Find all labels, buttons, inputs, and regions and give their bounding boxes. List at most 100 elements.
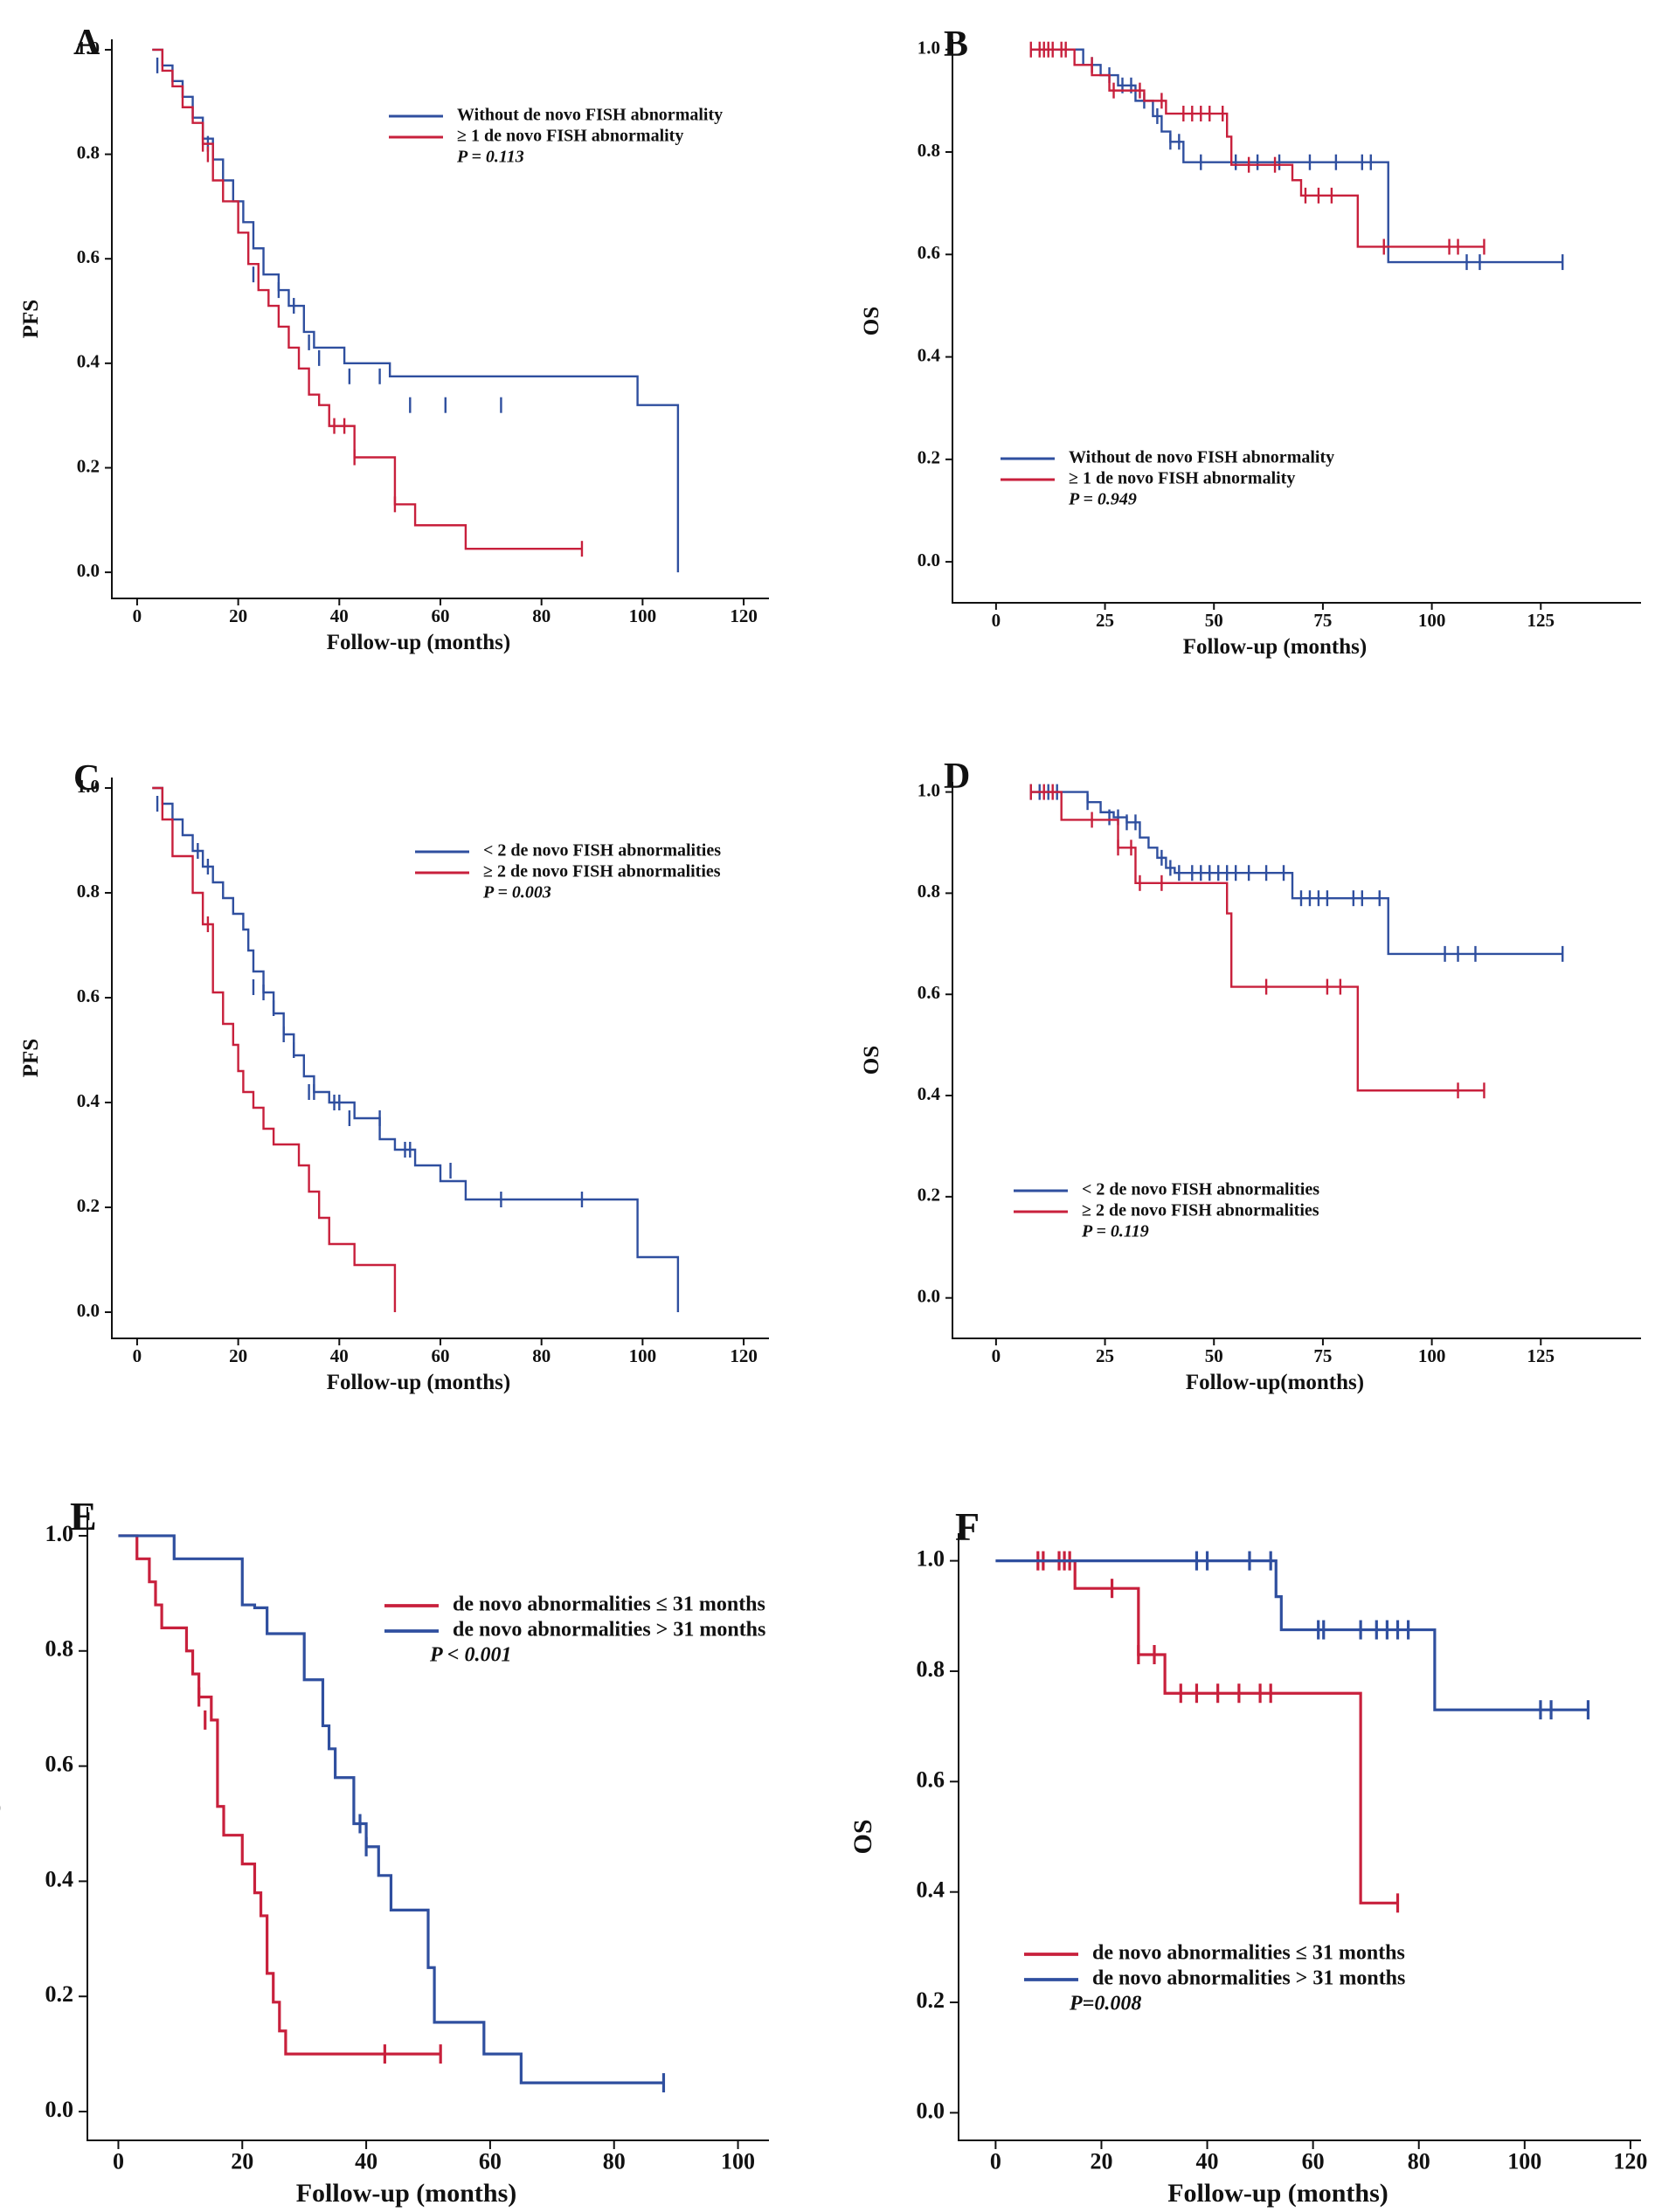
x-tick-label: 125 bbox=[1527, 610, 1555, 631]
km-curve-red bbox=[1030, 791, 1485, 1092]
y-tick-label: 0.4 bbox=[77, 1090, 100, 1111]
y-tick-label: 0.0 bbox=[918, 550, 940, 570]
y-tick-label: 0.6 bbox=[918, 982, 940, 1003]
p-value: P = 0.003 bbox=[482, 883, 551, 902]
x-tick-label: 100 bbox=[1507, 2148, 1541, 2174]
y-tick-label: 0.0 bbox=[77, 560, 100, 581]
x-axis-title: Follow-up (months) bbox=[1167, 2179, 1388, 2208]
y-axis-title: PFS bbox=[19, 300, 43, 338]
x-tick-label: 0 bbox=[113, 2148, 124, 2174]
panel-letter: C bbox=[73, 758, 100, 798]
legend-label: de novo abnormalities > 31 months bbox=[1092, 1967, 1405, 1990]
y-axis-title: PFS bbox=[19, 1039, 43, 1077]
x-tick-label: 120 bbox=[1613, 2148, 1647, 2174]
y-tick-label: 0.4 bbox=[918, 1083, 941, 1104]
y-tick-label: 1.0 bbox=[77, 38, 100, 59]
panel-f: F0 20 40 60 80 100 1200.00.20.40.60.81.0Follow… bbox=[848, 1504, 1647, 2208]
x-tick-label: 0 bbox=[992, 1345, 1001, 1366]
y-tick-label: 0.8 bbox=[77, 142, 100, 162]
x-tick-label: 125 bbox=[1527, 1345, 1555, 1366]
legend-label: Without de novo FISH abnormality bbox=[1069, 448, 1334, 467]
km-curve-red bbox=[1037, 1559, 1398, 1904]
x-tick-label: 25 bbox=[1096, 1345, 1114, 1366]
y-tick-label: 0.4 bbox=[77, 351, 100, 372]
y-tick-label: 0.0 bbox=[917, 2098, 945, 2123]
axis-frame bbox=[87, 1507, 769, 2141]
y-tick-label: 0.6 bbox=[45, 1752, 74, 1777]
x-tick-label: 40 bbox=[330, 1345, 349, 1366]
x-tick-label: 60 bbox=[1302, 2148, 1325, 2174]
p-value: P=0.008 bbox=[1069, 1993, 1141, 2015]
y-tick-label: 0.6 bbox=[918, 242, 940, 263]
y-tick-label: 1.0 bbox=[77, 776, 100, 797]
x-tick-label: 60 bbox=[479, 2148, 502, 2174]
x-tick-label: 20 bbox=[229, 1345, 247, 1366]
x-tick-label: 100 bbox=[1418, 610, 1446, 631]
y-tick-label: 0.6 bbox=[77, 985, 100, 1006]
x-tick-label: 100 bbox=[629, 1345, 657, 1366]
km-curve-blue bbox=[1030, 791, 1563, 956]
axis-frame bbox=[111, 778, 769, 1339]
x-tick-label: 120 bbox=[730, 1345, 758, 1366]
x-axis-title: Follow-up (months) bbox=[296, 2179, 517, 2208]
x-tick-label: 75 bbox=[1313, 1345, 1332, 1366]
legend-label: ≥ 2 de novo FISH abnormalities bbox=[483, 862, 721, 881]
y-tick-label: 0.2 bbox=[77, 455, 100, 476]
x-tick-label: 0 bbox=[133, 1345, 142, 1366]
panel-c: C 0 20 40 60 80 100 120 0.0 0.2 0.4 0.6 0.8 1.0 Follow… bbox=[19, 758, 769, 1394]
legend-label: < 2 de novo FISH abnormalities bbox=[483, 841, 721, 861]
y-tick-label: 0.0 bbox=[918, 1285, 940, 1306]
x-tick-label: 20 bbox=[231, 2148, 253, 2174]
km-curve-blue bbox=[995, 1559, 1589, 1711]
x-tick-label: 50 bbox=[1205, 1345, 1223, 1366]
panel-b: B 0 25 50 75 100 125 0.0 0.2 0.4 0.6 0.8 1.0 Follow-u… bbox=[860, 24, 1641, 659]
panel-e: E 0 20 40 60 80 100 0.0 0.2 0.4 0.6 0.8 1.0 Follow-up… bbox=[0, 1494, 769, 2208]
y-tick-label: 0.6 bbox=[77, 246, 100, 267]
x-tick-label: 60 bbox=[432, 605, 450, 626]
panel-d: D 0 25 50 75 100 125 0.0 0.2 0.4 0.6 0.8 1.0 Follow-u… bbox=[860, 757, 1641, 1394]
p-value: P < 0.001 bbox=[429, 1644, 511, 1667]
y-tick-label: 1.0 bbox=[918, 779, 940, 800]
legend-label: Without de novo FISH abnormality bbox=[457, 106, 723, 125]
x-tick-label: 0 bbox=[133, 605, 142, 626]
x-tick-label: 0 bbox=[990, 2148, 1001, 2174]
km-curve-red bbox=[152, 786, 397, 1312]
y-tick-label: 1.0 bbox=[918, 38, 940, 59]
legend-label: ≥ 1 de novo FISH abnormality bbox=[1069, 469, 1295, 488]
panel-letter: D bbox=[944, 757, 970, 797]
legend-label: ≥ 1 de novo FISH abnormality bbox=[457, 127, 683, 146]
y-axis-title: OS bbox=[860, 307, 883, 335]
y-tick-label: 0.2 bbox=[918, 1185, 940, 1206]
p-value: P = 0.113 bbox=[456, 148, 524, 167]
y-tick-label: 0.0 bbox=[45, 2097, 74, 2122]
x-tick-label: 80 bbox=[532, 1345, 551, 1366]
axis-frame bbox=[958, 1533, 1641, 2141]
x-tick-label: 100 bbox=[721, 2148, 755, 2174]
p-value: P = 0.949 bbox=[1068, 490, 1137, 509]
y-axis-title: OS bbox=[848, 1819, 877, 1854]
km-curve-red bbox=[152, 48, 582, 550]
km-curve-red bbox=[118, 1534, 441, 2056]
legend-label: ≥ 2 de novo FISH abnormalities bbox=[1082, 1201, 1319, 1220]
y-tick-label: 1.0 bbox=[45, 1521, 74, 1546]
y-tick-label: 0.2 bbox=[918, 447, 940, 468]
y-axis-title: PFS bbox=[0, 1801, 6, 1847]
x-axis-title: Follow-up (months) bbox=[327, 1371, 510, 1394]
y-tick-label: 0.8 bbox=[918, 140, 940, 161]
x-tick-label: 100 bbox=[1418, 1345, 1446, 1366]
legend-label: de novo abnormalities ≤ 31 months bbox=[1092, 1942, 1405, 1965]
axis-frame bbox=[952, 39, 1641, 604]
y-tick-label: 0.0 bbox=[77, 1300, 100, 1321]
y-tick-label: 0.2 bbox=[917, 1987, 945, 2013]
panel-letter: B bbox=[944, 24, 968, 65]
y-tick-label: 0.8 bbox=[45, 1636, 74, 1662]
panel-letter: A bbox=[73, 23, 100, 63]
x-tick-label: 20 bbox=[229, 605, 247, 626]
x-tick-label: 25 bbox=[1096, 610, 1114, 631]
x-tick-label: 0 bbox=[992, 610, 1001, 631]
x-axis-title: Follow-up (months) bbox=[1183, 635, 1367, 659]
x-tick-label: 100 bbox=[629, 605, 657, 626]
y-tick-label: 1.0 bbox=[917, 1546, 945, 1572]
x-tick-label: 80 bbox=[1408, 2148, 1430, 2174]
